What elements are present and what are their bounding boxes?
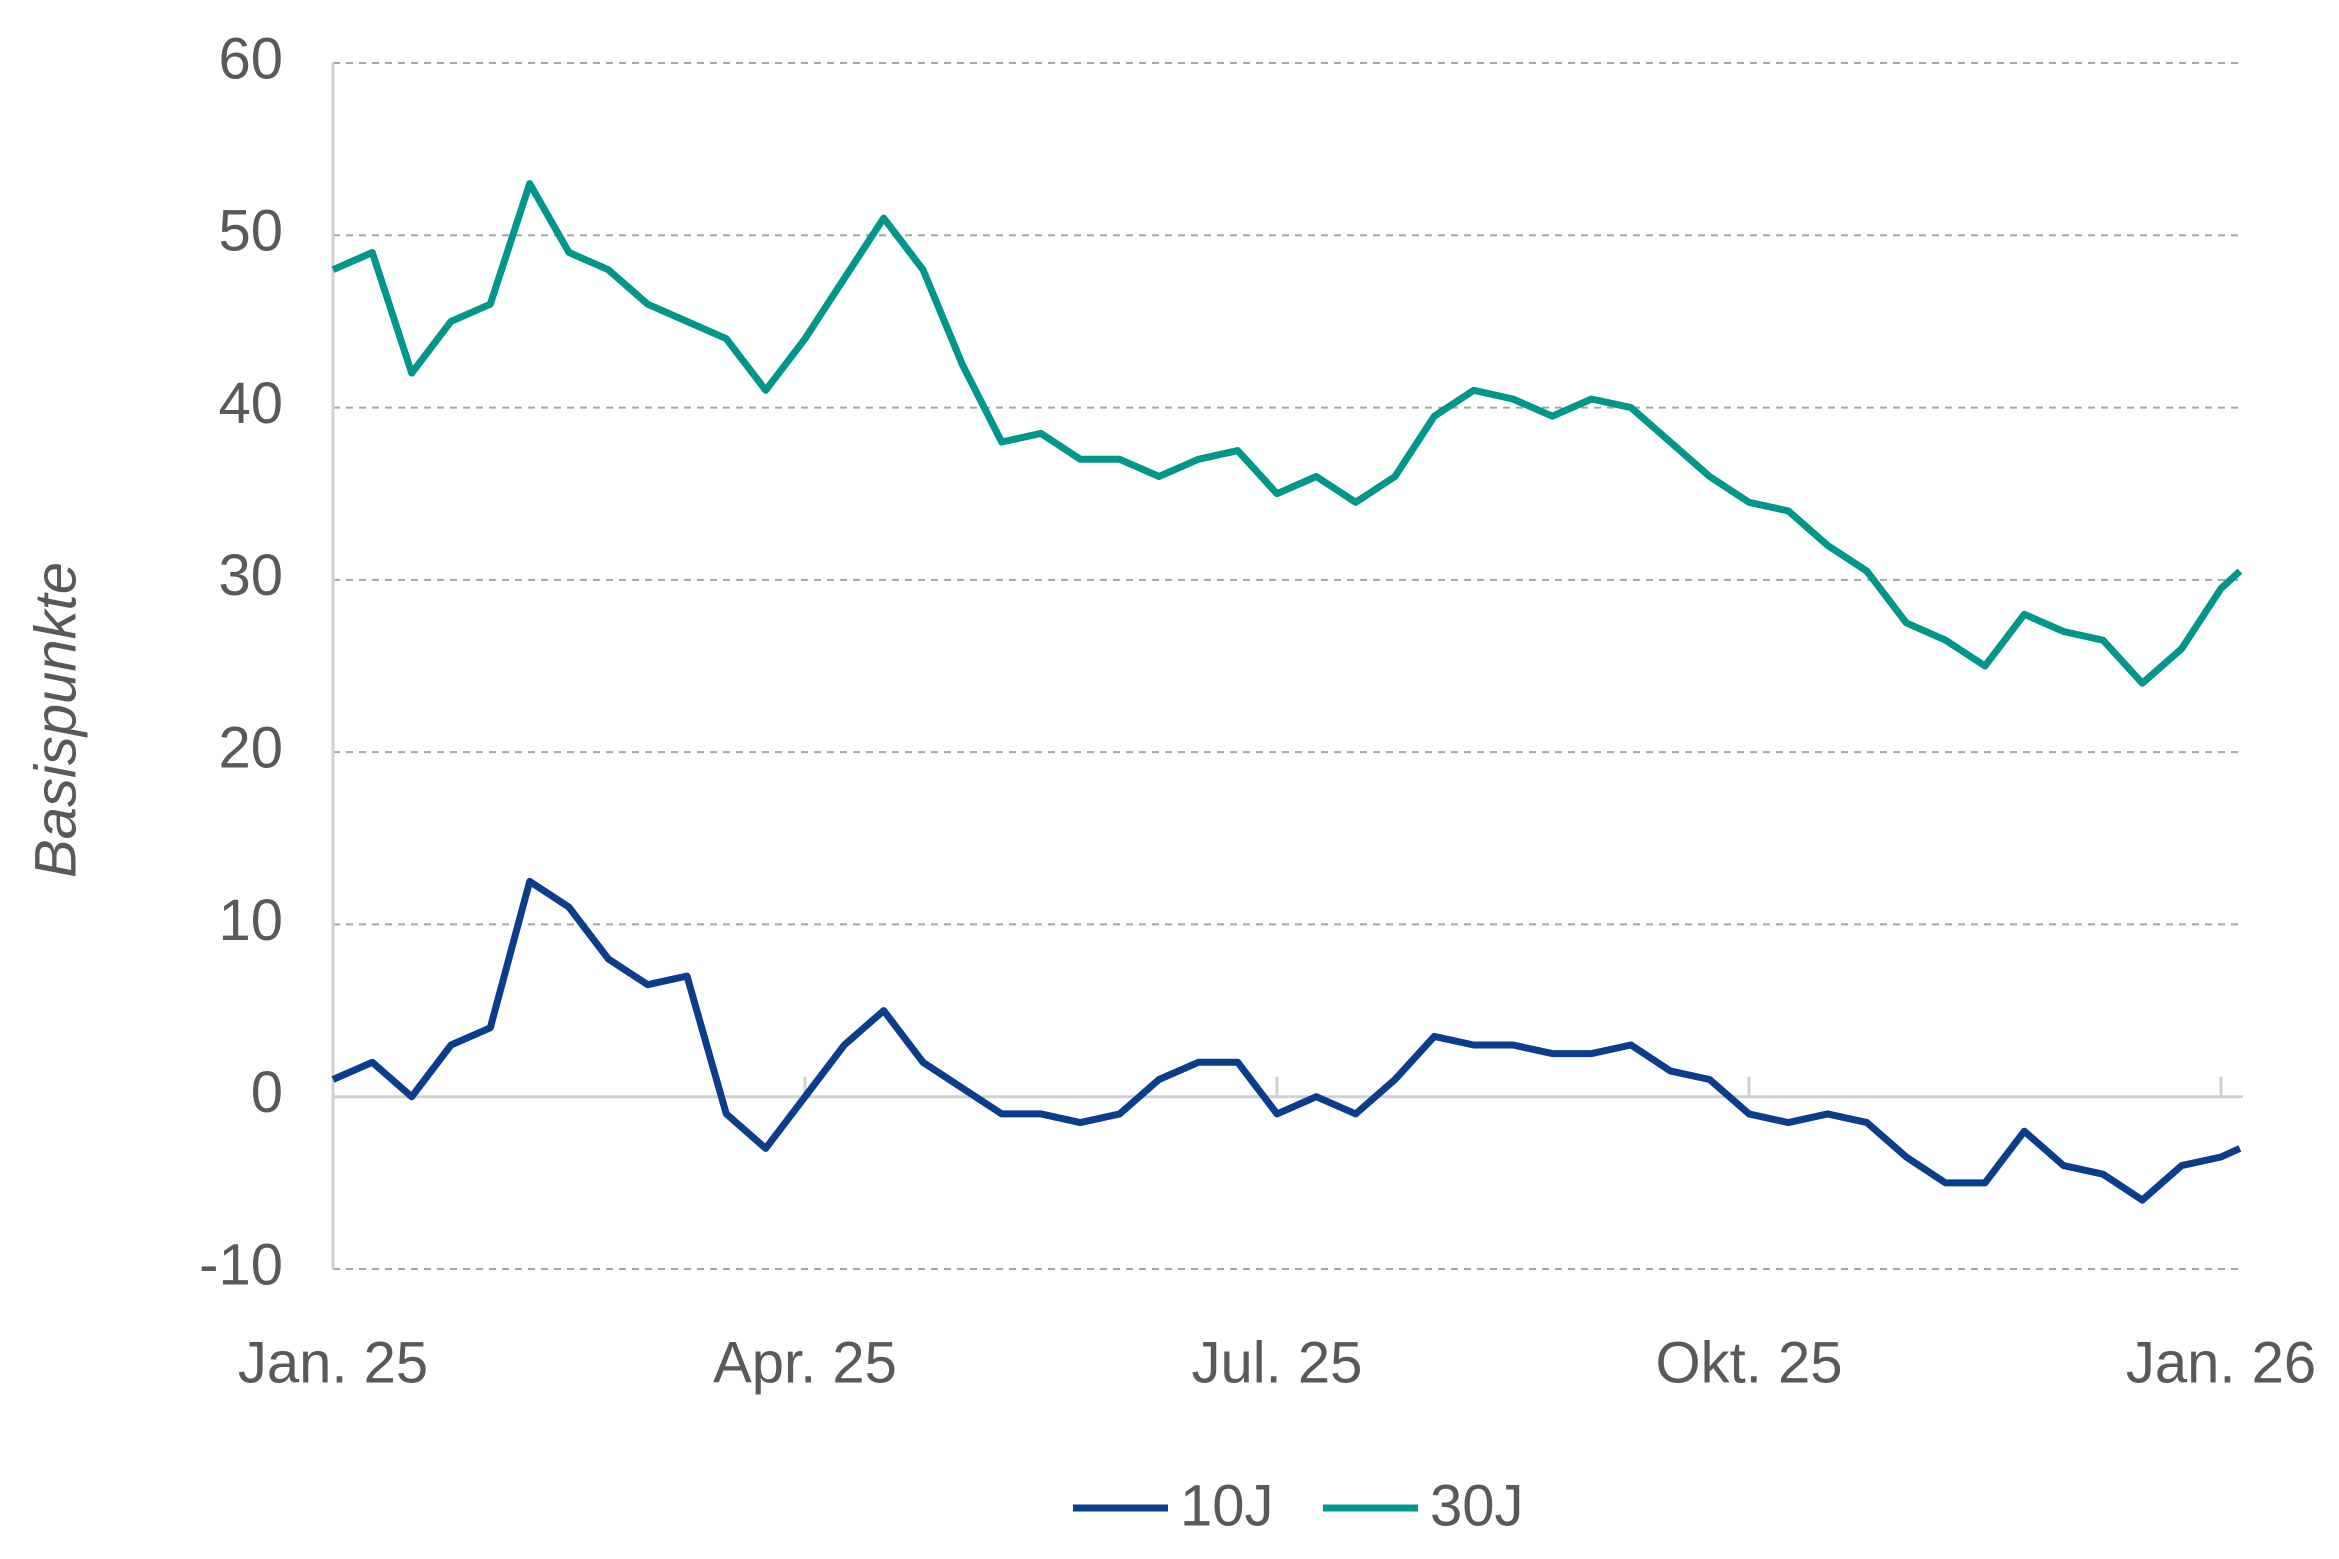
- y-tick-label: 40: [218, 371, 283, 436]
- y-tick-label: 20: [218, 715, 283, 780]
- y-tick-label: 0: [251, 1060, 283, 1125]
- legend-label: 10J: [1180, 1473, 1274, 1538]
- series-line: [331, 180, 2243, 687]
- x-tick-label: Jan. 25: [238, 1330, 428, 1395]
- legend-label: 30J: [1430, 1473, 1524, 1538]
- y-tick-label: 60: [218, 26, 283, 91]
- y-tick-label: 10: [218, 888, 283, 953]
- y-axis-label: Basispunkte: [23, 562, 88, 878]
- series-line: [331, 877, 2242, 1204]
- x-tick-label: Jan. 26: [2126, 1330, 2316, 1395]
- x-tick-label: Jul. 25: [1192, 1330, 1363, 1395]
- y-tick-label: 50: [218, 199, 283, 264]
- y-tick-label: 30: [218, 543, 283, 608]
- y-tick-label: -10: [199, 1232, 283, 1297]
- x-tick-label: Apr. 25: [713, 1330, 897, 1395]
- x-tick-label: Okt. 25: [1655, 1330, 1842, 1395]
